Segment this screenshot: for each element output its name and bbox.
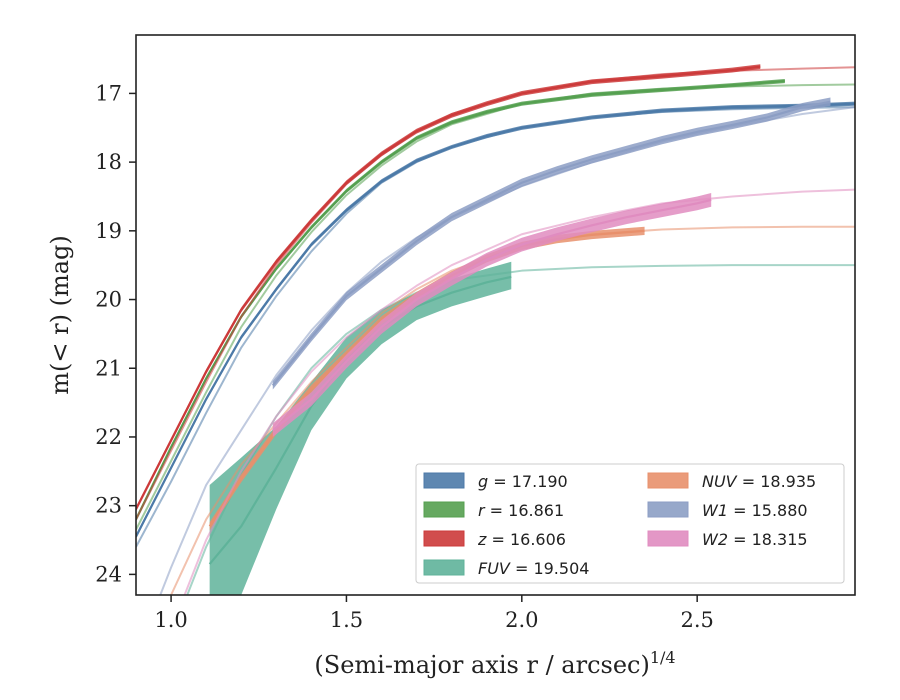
model-curve-NUV bbox=[169, 225, 855, 595]
legend-swatch-g bbox=[423, 472, 465, 489]
x-tick-label: 2.0 bbox=[505, 608, 538, 632]
y-tick-label: 22 bbox=[95, 425, 122, 449]
series-layer bbox=[136, 64, 855, 595]
legend-label-W2: W2 = 18.315 bbox=[702, 530, 808, 549]
series-line-W2 bbox=[272, 198, 712, 431]
y-tick-label: 18 bbox=[95, 150, 122, 174]
legend-label-FUV: FUV = 19.504 bbox=[478, 559, 589, 578]
legend-label-NUV: NUV = 18.935 bbox=[702, 472, 816, 491]
series-line-W1 bbox=[271, 100, 831, 387]
plot-frame bbox=[135, 34, 856, 596]
legend-box bbox=[415, 463, 845, 584]
y-tick-label: 23 bbox=[95, 494, 122, 518]
legend: g = 17.190 r = 16.861 z = 16.606 FUV = 19.5… bbox=[415, 463, 845, 584]
band-FUV bbox=[209, 261, 512, 595]
legend-swatch-W2 bbox=[647, 530, 689, 547]
legend-label-z: z = 16.606 bbox=[477, 530, 566, 549]
x-axis-label: (Semi-major axis r / arcsec)1/4 bbox=[314, 648, 675, 679]
legend-swatch-NUV bbox=[647, 472, 689, 489]
y-tick-label: 21 bbox=[95, 356, 122, 380]
legend-swatch-z bbox=[423, 530, 465, 547]
legend-swatch-FUV bbox=[423, 559, 465, 576]
legend-label-r: r = 16.861 bbox=[478, 501, 564, 520]
series-line-g bbox=[136, 102, 855, 538]
legend-label-W1: W1 = 15.880 bbox=[702, 501, 808, 520]
y-axis-label: m(< r) (mag) bbox=[46, 235, 74, 394]
ticks-layer: 1.0 1.5 2.0 2.5 17 18 19 20 21 22 23 24 bbox=[95, 81, 714, 632]
legend-swatch-r bbox=[423, 501, 465, 518]
x-tick-label: 1.5 bbox=[330, 608, 363, 632]
legend-swatch-W1 bbox=[647, 501, 689, 518]
series-line-z bbox=[136, 65, 761, 510]
y-tick-label: 19 bbox=[95, 219, 122, 243]
y-tick-label: 20 bbox=[95, 288, 122, 312]
x-tick-label: 2.5 bbox=[680, 608, 713, 632]
x-tick-label: 1.0 bbox=[154, 608, 187, 632]
y-tick-label: 24 bbox=[95, 562, 122, 586]
legend-label-g: g = 17.190 bbox=[478, 472, 568, 491]
y-tick-label: 17 bbox=[95, 81, 122, 105]
